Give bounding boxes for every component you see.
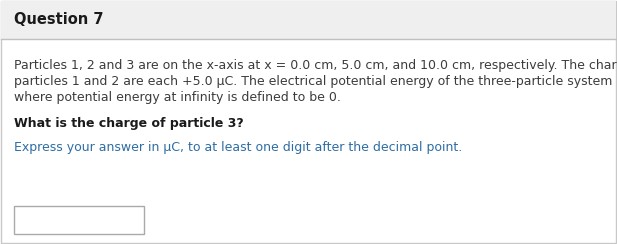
Text: Particles 1, 2 and 3 are on the x-axis at x = 0.0 cm, 5.0 cm, and 10.0 cm, respe: Particles 1, 2 and 3 are on the x-axis a… bbox=[14, 59, 617, 72]
Bar bbox=[1, 1, 616, 39]
Text: particles 1 and 2 are each +5.0 μC. The electrical potential energy of the three: particles 1 and 2 are each +5.0 μC. The … bbox=[14, 75, 617, 88]
Text: Express your answer in μC, to at least one digit after the decimal point.: Express your answer in μC, to at least o… bbox=[14, 141, 462, 154]
Text: What is the charge of particle 3?: What is the charge of particle 3? bbox=[14, 117, 244, 130]
Text: where potential energy at infinity is defined to be 0.: where potential energy at infinity is de… bbox=[14, 91, 341, 104]
Text: Question 7: Question 7 bbox=[14, 11, 104, 27]
Bar bbox=[14, 206, 144, 234]
